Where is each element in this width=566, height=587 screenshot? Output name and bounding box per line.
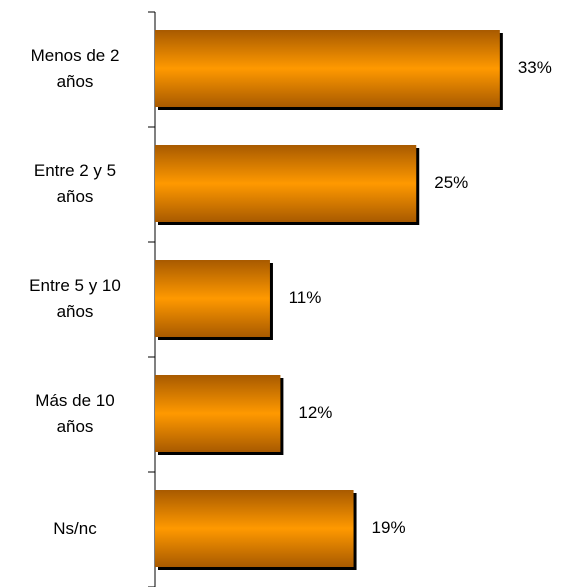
value-label: 19% [372, 518, 406, 537]
category-label: Entre 2 y 5 años [33, 160, 117, 206]
bar [155, 375, 281, 452]
value-label: 12% [298, 403, 332, 422]
category-label: Entre 5 y 10 años [29, 275, 121, 321]
bar [155, 260, 270, 337]
bar [155, 490, 354, 567]
category-label: Menos de 2 años [30, 45, 120, 91]
category-label: Más de 10 años [35, 390, 115, 436]
category-label: Ns/nc [53, 518, 97, 538]
bar [155, 30, 500, 107]
value-label: 33% [518, 58, 552, 77]
value-label: 11% [289, 288, 322, 307]
value-label: 25% [434, 173, 468, 192]
bar [155, 145, 417, 222]
